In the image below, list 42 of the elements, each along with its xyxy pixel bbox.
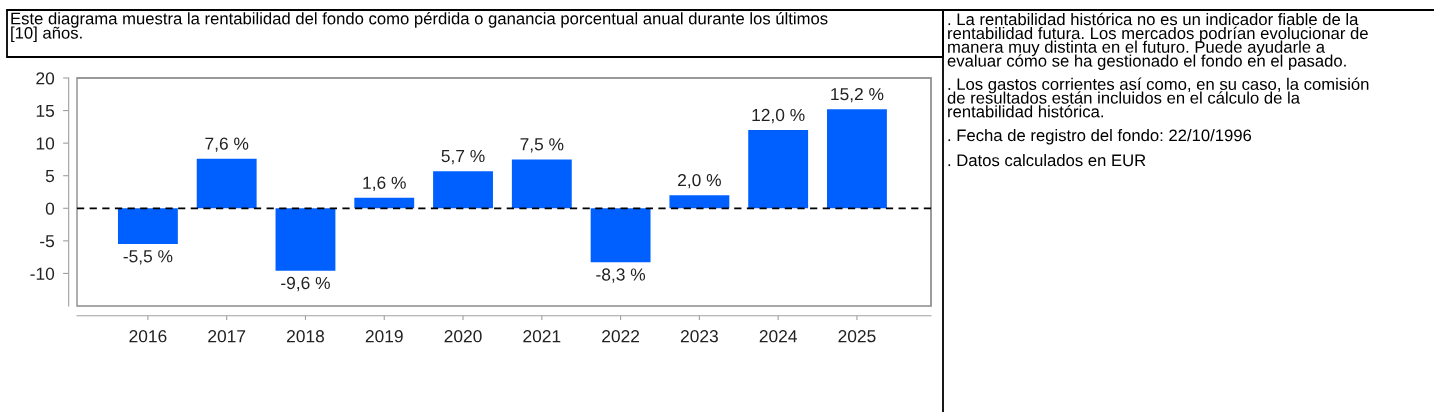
x-tick-label: 2018 — [287, 330, 325, 343]
data-label: 12,0 % — [752, 108, 805, 124]
y-tick-label: 5 — [45, 170, 55, 183]
x-tick-label: 2017 — [208, 330, 246, 343]
data-label: -5,5 % — [123, 250, 173, 265]
x-tick-label: 2023 — [680, 330, 718, 343]
bar — [827, 109, 887, 209]
text: . La rentabilidad histórica no es un indicador fiable de la rentabilidad futura. Los mercados podrían evolucionar de manera muy distinta en el futuro. Puede ayudarle a evaluar cómo se ha gestionado el fondo en el pasado. — [947, 12, 1368, 71]
data-label: -9,6 % — [281, 276, 330, 292]
x-tick-label: 2021 — [523, 330, 561, 343]
bar — [590, 208, 651, 263]
y-tick-label: 0 — [45, 202, 55, 215]
y-tick-label: 20 — [36, 72, 55, 85]
bar — [196, 158, 257, 209]
x-tick-label: 2024 — [759, 330, 797, 343]
data-label: 1,6 % — [363, 176, 406, 191]
y-tick-label: -10 — [30, 267, 55, 280]
data-label: 2,0 % — [678, 173, 721, 189]
x-tick-label: 2019 — [365, 330, 403, 343]
bar — [275, 208, 336, 271]
y-tick-label: 10 — [36, 137, 55, 150]
bar — [511, 159, 572, 209]
bar — [433, 171, 493, 209]
data-label: 15,2 % — [831, 87, 884, 103]
text: . Los gastos corrientes así como, en su caso, la comisión de resultados están incluidos en el cálculo de la rentabilidad histórica. — [947, 77, 1369, 118]
text: . Fecha de registro del fondo: 22/10/1996 — [948, 129, 1252, 145]
data-label: 7,6 % — [205, 137, 249, 152]
x-tick-label: 2016 — [129, 330, 167, 343]
data-label: 5,7 % — [441, 149, 485, 165]
x-tick-label: 2020 — [444, 330, 482, 343]
data-label: 7,5 % — [520, 138, 564, 153]
x-tick-label: 2025 — [838, 330, 876, 343]
text: . Datos calculados en EUR — [948, 154, 1146, 167]
x-tick-label: 2022 — [602, 330, 640, 343]
bar — [748, 130, 809, 209]
bar — [669, 195, 730, 209]
bar — [117, 208, 178, 245]
chart-title: Este diagrama muestra la rentabilidad del fondo como pérdida o ganancia porcentual anual durante los últimos [10] años. — [11, 12, 828, 43]
y-tick-label: 15 — [36, 104, 55, 118]
data-label: -8,3 % — [596, 268, 646, 283]
bar — [354, 197, 415, 209]
y-tick-label: -5 — [40, 235, 55, 248]
